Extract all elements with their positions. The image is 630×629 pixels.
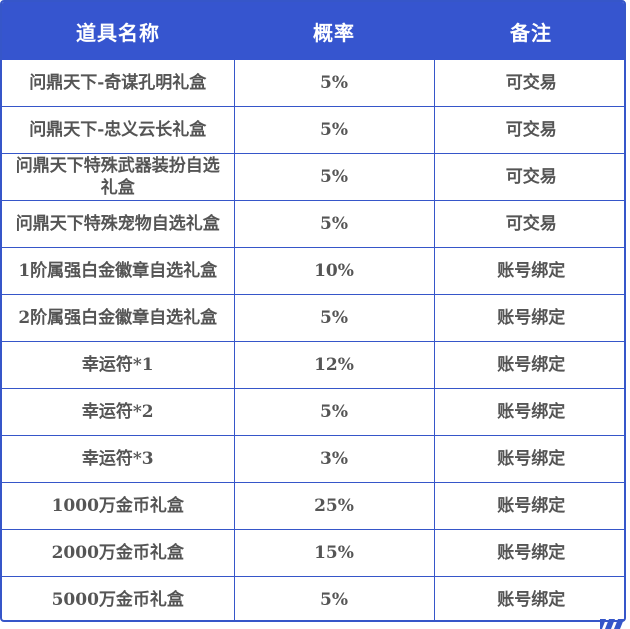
table-row: 1000万金币礼盒 25% 账号绑定 xyxy=(2,482,624,530)
cell-probability: 5% xyxy=(233,294,435,342)
table-row: 问鼎天下特殊宠物自选礼盒 5% 可交易 xyxy=(2,200,624,248)
cell-remark: 可交易 xyxy=(433,106,624,154)
cell-item-name: 幸运符*1 xyxy=(2,341,235,389)
cell-item-name: 1阶属强白金徽章自选礼盒 xyxy=(2,247,235,295)
table-row: 2000万金币礼盒 15% 账号绑定 xyxy=(2,529,624,577)
table-row: 幸运符*3 3% 账号绑定 xyxy=(2,435,624,483)
cell-probability: 3% xyxy=(233,435,435,483)
cell-remark: 账号绑定 xyxy=(433,294,624,342)
cell-remark: 账号绑定 xyxy=(433,341,624,389)
cell-item-name: 2000万金币礼盒 xyxy=(2,529,235,577)
header-item-name: 道具名称 xyxy=(2,2,234,60)
header-probability: 概率 xyxy=(234,2,434,60)
table-row: 1阶属强白金徽章自选礼盒 10% 账号绑定 xyxy=(2,247,624,295)
cell-item-name: 2阶属强白金徽章自选礼盒 xyxy=(2,294,235,342)
cell-item-name: 问鼎天下-忠义云长礼盒 xyxy=(2,106,235,154)
probability-table: 道具名称 概率 备注 问鼎天下-奇谋孔明礼盒 5% 可交易 问鼎天下-忠义云长礼盒 5%… xyxy=(2,2,624,620)
table-row: 5000万金币礼盒 5% 账号绑定 xyxy=(2,576,624,620)
cell-item-name: 幸运符*3 xyxy=(2,435,235,483)
table-row: 问鼎天下特殊武器装扮自选礼盒 5% 可交易 xyxy=(2,153,624,201)
cell-remark: 账号绑定 xyxy=(433,247,624,295)
table-body: 问鼎天下-奇谋孔明礼盒 5% 可交易 问鼎天下-忠义云长礼盒 5% 可交易 问鼎天下特殊武器… xyxy=(2,60,624,620)
cell-remark: 账号绑定 xyxy=(433,529,624,577)
table-row: 问鼎天下-奇谋孔明礼盒 5% 可交易 xyxy=(2,60,624,107)
cell-probability: 15% xyxy=(233,529,435,577)
cell-probability: 5% xyxy=(233,388,435,436)
cell-item-name: 1000万金币礼盒 xyxy=(2,482,235,530)
cell-probability: 5% xyxy=(233,106,435,154)
cell-remark: 可交易 xyxy=(433,153,624,201)
cell-probability: 5% xyxy=(233,576,435,620)
table-header: 道具名称 概率 备注 xyxy=(2,2,624,60)
table-row: 问鼎天下-忠义云长礼盒 5% 可交易 xyxy=(2,106,624,154)
table-row: 幸运符*1 12% 账号绑定 xyxy=(2,341,624,389)
cell-item-name: 问鼎天下特殊武器装扮自选礼盒 xyxy=(2,153,235,201)
cell-probability: 10% xyxy=(233,247,435,295)
header-row: 道具名称 概率 备注 xyxy=(2,2,624,60)
table-row: 2阶属强白金徽章自选礼盒 5% 账号绑定 xyxy=(2,294,624,342)
cell-remark: 账号绑定 xyxy=(433,435,624,483)
header-remark: 备注 xyxy=(434,2,624,60)
table-row: 幸运符*2 5% 账号绑定 xyxy=(2,388,624,436)
cell-item-name: 5000万金币礼盒 xyxy=(2,576,235,620)
cell-remark: 可交易 xyxy=(433,60,624,107)
cell-remark: 账号绑定 xyxy=(433,388,624,436)
cell-remark: 账号绑定 xyxy=(433,482,624,530)
cell-item-name: 问鼎天下特殊宠物自选礼盒 xyxy=(2,200,235,248)
cell-probability: 12% xyxy=(233,341,435,389)
cell-probability: 5% xyxy=(233,60,435,107)
cell-probability: 25% xyxy=(233,482,435,530)
cell-item-name: 幸运符*2 xyxy=(2,388,235,436)
corner-decoration xyxy=(600,619,624,629)
cell-probability: 5% xyxy=(233,153,435,201)
cell-remark: 可交易 xyxy=(433,200,624,248)
cell-probability: 5% xyxy=(233,200,435,248)
cell-item-name: 问鼎天下-奇谋孔明礼盒 xyxy=(2,60,235,107)
cell-remark: 账号绑定 xyxy=(433,576,624,620)
